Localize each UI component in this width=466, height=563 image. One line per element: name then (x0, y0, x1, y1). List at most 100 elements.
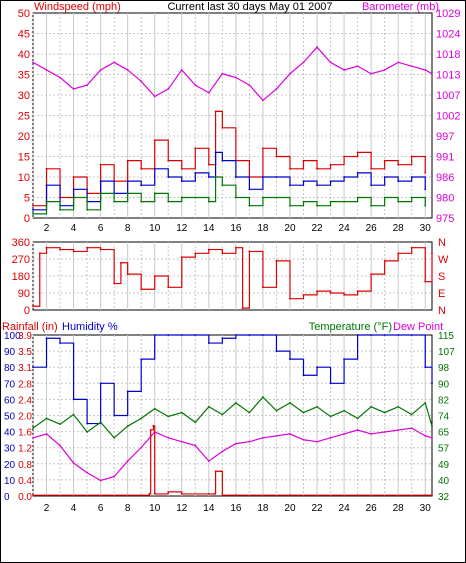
point-windspeed (45, 167, 48, 170)
point-direction (234, 246, 237, 249)
point-windspeed (72, 176, 75, 178)
point-average (234, 196, 237, 199)
point-windspeed (343, 155, 345, 158)
point-humidity (99, 382, 102, 385)
point-temperature (410, 413, 413, 416)
wind-y-tick-label: 25 (18, 111, 30, 123)
humidity-y-tick-label: 40 (4, 428, 16, 439)
direction-y-tick-label: 0 (24, 305, 30, 317)
rain-y-tick-label: 0.0 (18, 492, 32, 503)
point-humidity (140, 358, 143, 361)
x-tick-label: 8 (125, 503, 131, 514)
point-barometer (383, 69, 386, 71)
point-windspeed (424, 172, 427, 174)
point-barometer (194, 84, 197, 87)
temperature-axis-label: Temperature (°F) (309, 321, 392, 333)
x-tick-label: 24 (339, 223, 351, 234)
point-gust (153, 167, 156, 170)
point-gust (275, 176, 278, 178)
point-average (424, 204, 427, 207)
wind-y-tick-label: 10 (18, 172, 30, 184)
point-rainfall (180, 493, 183, 495)
wind-y-tick-label: 50 (18, 8, 30, 20)
point-barometer (99, 69, 102, 71)
point-average (383, 196, 386, 199)
point-dew-point (194, 444, 197, 447)
point-average (316, 204, 318, 207)
point-humidity (45, 337, 48, 340)
x-tick-label: 22 (311, 223, 323, 234)
x-tick-label: 20 (284, 503, 296, 514)
point-dew-point (59, 444, 61, 447)
point-temperature (234, 401, 237, 404)
point-gust (194, 172, 197, 174)
point-dew-point (329, 436, 332, 439)
humidity-y-tick-label: 30 (4, 444, 16, 455)
point-humidity (262, 334, 264, 336)
x-tick-label: 4 (71, 223, 77, 234)
point-rainfall (289, 494, 291, 497)
x-tick-label: 16 (230, 503, 242, 514)
point-direction (316, 290, 318, 293)
point-barometer (221, 72, 224, 75)
point-dew-point (99, 479, 102, 482)
wind-y-tick-label: 20 (18, 131, 30, 143)
rain-y-tick-label: 0.4 (18, 476, 32, 487)
point-windspeed (356, 151, 359, 154)
barometer-y-tick-label: 1029 (436, 8, 460, 20)
point-humidity (126, 390, 129, 393)
point-barometer (140, 80, 143, 83)
point-barometer (302, 61, 305, 64)
point-dew-point (86, 471, 89, 474)
point-gust (32, 208, 34, 211)
temperature-y-tick-label: 74 (438, 412, 450, 423)
point-windspeed (32, 204, 34, 207)
x-tick-label: 22 (311, 503, 323, 514)
x-tick-label: 2 (44, 503, 50, 514)
point-dew-point (431, 436, 433, 439)
point-temperature (126, 425, 129, 428)
point-temperature (289, 401, 291, 404)
point-average (59, 208, 61, 211)
point-temperature (86, 431, 89, 433)
point-temperature (113, 436, 116, 439)
point-windspeed (316, 167, 318, 170)
point-humidity (370, 334, 373, 336)
point-humidity (221, 337, 224, 340)
temperature-y-tick-label: 115 (438, 331, 454, 342)
point-windspeed (302, 159, 305, 162)
point-barometer (45, 69, 48, 71)
point-average (32, 213, 34, 215)
point-direction (126, 273, 129, 276)
x-tick-label: 8 (125, 223, 131, 234)
x-tick-label: 6 (98, 223, 104, 234)
panel-frame (32, 334, 433, 497)
point-dew-point (234, 442, 237, 445)
point-average (262, 196, 264, 199)
temperature-y-tick-label: 107 (438, 347, 455, 358)
point-direction (140, 288, 143, 291)
point-direction (262, 286, 264, 289)
barometer-y-tick-label: 997 (436, 131, 454, 143)
point-dew-point (289, 433, 291, 435)
point-humidity (383, 334, 386, 336)
humidity-y-tick-label: 80 (4, 363, 16, 374)
point-direction (302, 293, 305, 296)
point-dew-point (424, 434, 427, 437)
point-temperature (180, 411, 183, 414)
point-temperature (153, 407, 156, 410)
point-direction (38, 252, 41, 255)
point-average (370, 204, 373, 207)
point-direction (86, 246, 89, 249)
point-dew-point (140, 446, 143, 449)
rain-y-tick-label: 3.5 (18, 347, 32, 358)
point-rainfall (213, 493, 216, 495)
point-temperature (302, 411, 305, 414)
point-rainfall (152, 424, 155, 427)
wind-y-tick-label: 35 (18, 70, 30, 82)
chart-title: Current last 30 days May 01 2007 (167, 1, 332, 13)
temperature-y-tick-label: 32 (438, 492, 450, 503)
point-barometer (343, 69, 345, 71)
barometer-y-tick-label: 1007 (436, 90, 460, 102)
point-humidity (180, 334, 183, 336)
